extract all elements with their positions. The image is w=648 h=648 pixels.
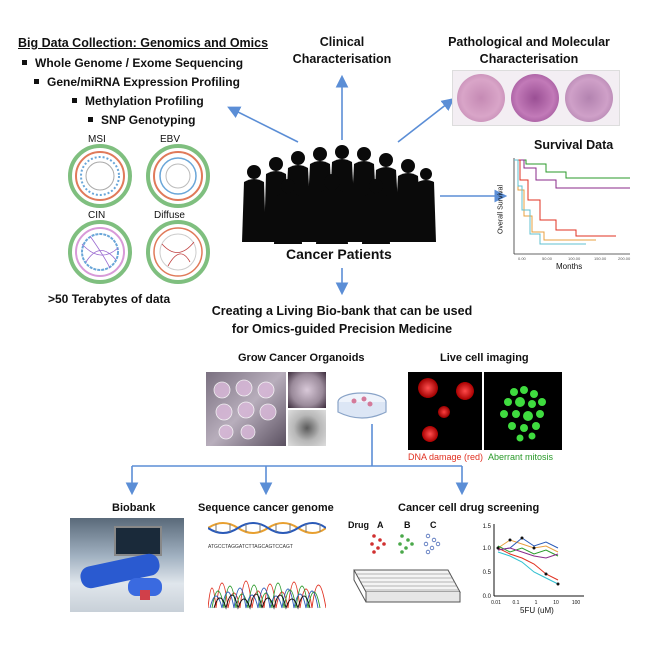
circos-msi: [68, 144, 132, 208]
x-tick-label: 0.01: [491, 600, 501, 606]
dna-damage-image: [408, 372, 482, 450]
omics-item: Gene/miRNA Expression Profiling: [18, 73, 243, 92]
histology-panel: [452, 70, 620, 126]
svg-text:100.00: 100.00: [568, 256, 581, 261]
drug-label: Drug: [348, 520, 369, 530]
omics-item: Whole Genome / Exome Sequencing: [18, 54, 243, 73]
organoid-plate-photo: [206, 372, 286, 446]
patients-silhouette: [242, 145, 436, 244]
dna-damage-caption: DNA damage (red): [408, 452, 484, 462]
histology-core: [511, 74, 559, 122]
svg-text:50.00: 50.00: [542, 256, 553, 261]
circos-label: CIN: [88, 210, 106, 221]
survival-title: Survival Data: [534, 138, 614, 152]
screening-title: Cancer cell drug screening: [398, 502, 540, 514]
dna-helix-chromatogram: ATGCCTAGGATCTTAGCAGTCCAGT: [208, 522, 326, 610]
circos-label: EBV: [160, 134, 181, 145]
y-tick-label: 1.5: [483, 524, 492, 530]
histology-core: [565, 74, 613, 122]
petri-dish-icon: [337, 392, 387, 419]
circos-label: MSI: [88, 134, 106, 145]
biobank-freezer-photo: [70, 518, 184, 612]
svg-text:0.00: 0.00: [518, 256, 527, 261]
survival-ylabel: Overall Survival: [497, 185, 505, 235]
omics-item: Methylation Profiling: [18, 92, 243, 111]
biobank-title: Biobank: [112, 502, 156, 514]
histology-core: [457, 74, 505, 122]
svg-text:150.00: 150.00: [594, 256, 607, 261]
arrow-to-pathology: [397, 98, 455, 143]
drug-a-label: A: [377, 520, 384, 530]
drug-b-label: B: [404, 520, 411, 530]
x-tick-label: 1: [535, 600, 538, 606]
survival-curve-chart: 0.00 50.00 100.00 150.00 200.00: [513, 158, 631, 261]
organoid-well-photo: [288, 372, 326, 408]
circos-cin: [68, 220, 132, 284]
omics-heading: Big Data Collection: Genomics and Omics: [18, 36, 269, 50]
cancer-patients-label: Cancer Patients: [286, 246, 392, 262]
y-tick-label: 0.5: [483, 570, 492, 576]
clinical-label: Clinical Characterisation: [292, 35, 392, 66]
organoids-title: Grow Cancer Organoids: [238, 352, 365, 364]
circos-ebv: [146, 144, 210, 208]
biobank-statement: Creating a Living Bio-bank that can be u…: [211, 304, 473, 336]
drug-plate-illustration: [353, 533, 461, 603]
circos-diffuse: [146, 220, 210, 284]
circos-plots: [68, 144, 210, 284]
data-volume-note: >50 Terabytes of data: [48, 292, 171, 306]
x-tick-label: 10: [553, 600, 559, 606]
aberrant-mitosis-caption: Aberrant mitosis: [488, 452, 554, 462]
svg-text:200.00: 200.00: [618, 256, 631, 261]
circos-label: Diffuse: [154, 210, 185, 221]
organoid-microscopy-photo: [288, 410, 326, 446]
y-tick-label: 0.0: [483, 594, 492, 600]
omics-list: Whole Genome / Exome Sequencing Gene/miR…: [18, 54, 243, 130]
svg-text:ATGCCTAGGATCTTAGCAGTCCAGT: ATGCCTAGGATCTTAGCAGTCCAGT: [208, 544, 293, 550]
sequence-title: Sequence cancer genome: [198, 502, 334, 514]
dose-response-xlabel: 5FU (uM): [520, 606, 554, 615]
arrow-to-omics: [227, 106, 299, 143]
y-tick-label: 1.0: [483, 546, 492, 552]
x-tick-label: 100: [572, 600, 581, 606]
imaging-title: Live cell imaging: [440, 352, 529, 364]
pathology-label: Pathological and Molecular Characterisati…: [448, 35, 610, 66]
aberrant-mitosis-image: [484, 372, 562, 450]
drug-c-label: C: [430, 520, 437, 530]
x-tick-label: 0.1: [513, 600, 520, 606]
dose-response-chart: 1.5 1.0 0.5 0.0 0.01 0.1 1 10 100: [483, 524, 584, 606]
omics-item: SNP Genotyping: [18, 111, 243, 130]
survival-xlabel: Months: [556, 262, 583, 271]
